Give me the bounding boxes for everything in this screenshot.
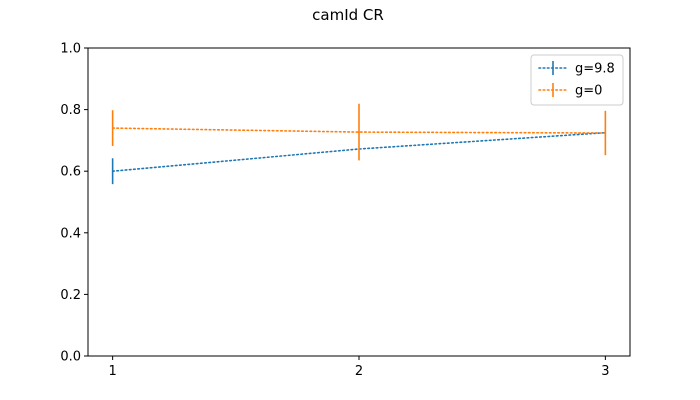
x-tick-label-1: 2 bbox=[355, 364, 363, 379]
plot-area bbox=[111, 103, 607, 185]
series-line-1 bbox=[111, 127, 607, 134]
y-tick-label-1: 0.2 bbox=[60, 288, 81, 303]
legend-box bbox=[530, 54, 624, 106]
x-tick-label-2: 3 bbox=[601, 364, 609, 379]
legend: g=9.8 g=0 bbox=[530, 54, 624, 106]
x-tick-label-0: 1 bbox=[108, 364, 116, 379]
y-tick-label-5: 1.0 bbox=[60, 42, 81, 57]
axes: 0.0 0.2 0.4 0.6 0.8 1.0 1 2 3 bbox=[60, 42, 631, 379]
y-tick-label-3: 0.6 bbox=[60, 165, 81, 180]
chart-title: camId CR bbox=[312, 6, 384, 24]
legend-label-0: g=9.8 bbox=[575, 62, 615, 77]
y-tick-label-0: 0.0 bbox=[60, 350, 81, 365]
y-tick-label-4: 0.8 bbox=[60, 103, 81, 118]
y-tick-label-2: 0.4 bbox=[60, 226, 81, 241]
legend-label-1: g=0 bbox=[575, 84, 602, 99]
